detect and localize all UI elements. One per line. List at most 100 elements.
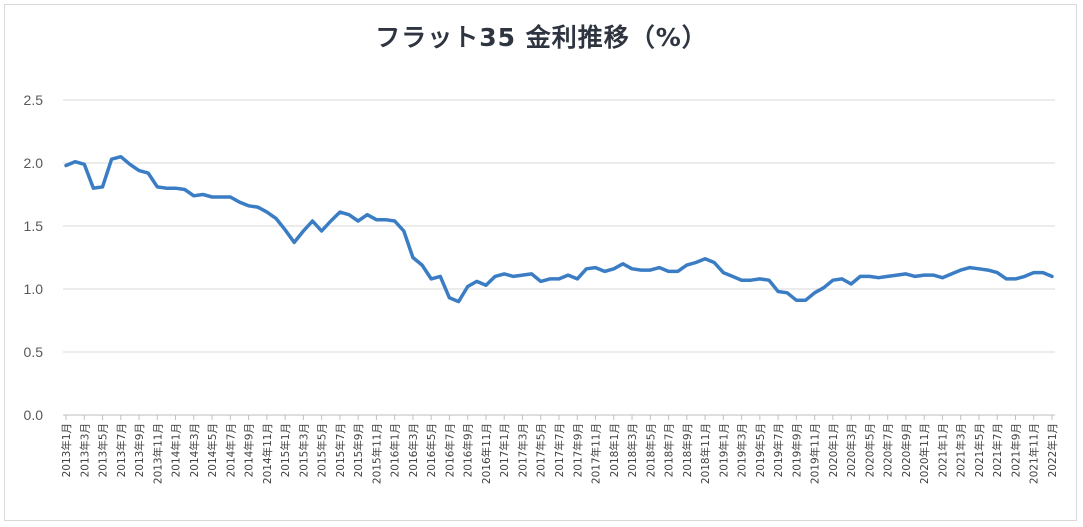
data-point [977,267,981,270]
data-point [713,261,716,264]
data-point [667,270,670,273]
x-tick-label: 2019年11月 [809,423,822,484]
x-tick-label: 2013年9月 [133,423,146,477]
data-point [986,268,990,272]
data-point [566,273,570,277]
data-point [320,229,323,233]
x-tick-label: 2014年7月 [224,423,237,477]
data-point [548,277,552,281]
data-point [83,163,86,166]
x-tick-label: 2016年7月 [443,423,456,477]
x-tick-label: 2017年9月 [571,423,584,477]
data-point [165,187,168,190]
data-point [192,194,195,197]
data-point [1005,277,1008,281]
data-point [265,210,269,214]
data-point [1041,271,1045,274]
data-point [904,272,908,276]
data-point [1032,271,1035,274]
x-tick-label: 2014年11月 [261,423,274,484]
data-point [612,267,615,270]
data-point [311,219,314,223]
data-point [338,210,342,214]
data-point [110,158,113,161]
data-point [703,257,707,260]
data-point [968,266,971,269]
data-point [92,187,95,190]
data-point [457,300,460,303]
x-tick-label: 2021年7月 [991,423,1004,477]
data-point [475,280,478,283]
data-point [247,204,250,207]
data-point [932,273,935,277]
data-point [594,266,597,269]
x-tick-label: 2019年1月 [717,423,730,477]
data-point [329,219,332,223]
data-point [859,275,862,278]
data-point [731,275,734,278]
y-tick-label: 1.0 [24,281,44,297]
data-point [621,262,625,265]
x-tick-label: 2015年11月 [370,423,383,484]
x-tick-label: 2014年1月 [170,423,183,477]
x-tick-label: 2016年11月 [480,423,493,484]
x-tick-label: 2021年3月 [955,423,968,477]
x-tick-label: 2017年5月 [535,423,548,477]
data-point [1050,275,1054,278]
data-point [439,275,442,278]
x-tick-label: 2016年9月 [462,423,475,477]
data-point [229,195,232,199]
data-point [347,213,351,216]
x-tick-label: 2015年1月 [279,423,292,477]
data-point [393,219,396,223]
x-tick-label: 2013年11月 [151,423,164,484]
x-tick-label: 2019年9月 [790,423,803,477]
x-tick-label: 2015年5月 [316,423,329,477]
data-point [722,271,725,274]
data-point [256,205,259,209]
x-tick-label: 2013年5月 [97,423,110,477]
data-point [676,270,679,273]
x-tick-label: 2018年3月 [626,423,639,477]
x-tick-label: 2019年7月 [772,423,785,477]
data-point [128,163,132,166]
data-point [658,266,661,269]
data-point [895,273,898,277]
data-point [822,286,825,289]
x-tick-label: 2019年3月 [736,423,749,477]
data-point [941,276,944,279]
x-tick-label: 2015年7月 [334,423,347,477]
series-layer [64,154,1054,304]
data-point [137,169,141,172]
data-point [174,187,177,190]
x-tick-label: 2020年1月 [827,423,840,477]
data-point [831,279,835,282]
data-point [557,277,561,281]
data-point [813,291,816,294]
data-point [521,273,524,277]
data-point [283,228,287,231]
y-axis: 0.0 0.5 1.0 1.5 2.0 2.5 [24,92,44,423]
data-point [512,275,515,278]
data-point [685,263,688,267]
x-tick-label: 2013年7月 [115,423,128,477]
data-point [640,268,643,272]
y-tick-label: 0.0 [24,407,44,423]
y-tick-label: 0.5 [24,344,44,360]
data-point [356,219,360,223]
x-tick-label: 2020年7月 [882,423,895,477]
x-tick-label: 2017年1月 [498,423,511,477]
data-point [156,185,159,189]
data-point [73,160,77,163]
data-point [804,299,807,302]
data-point [1014,277,1017,281]
data-point [576,277,579,281]
gridlines [63,99,1055,416]
data-point [840,277,844,281]
data-point [101,185,104,189]
data-point [238,200,241,204]
data-point [959,268,962,272]
x-tick-label: 2018年7月 [663,423,676,477]
x-axis: 2013年1月 2013年3月 2013年5月 2013年7月 2013年9月 2013年… [60,415,1059,484]
